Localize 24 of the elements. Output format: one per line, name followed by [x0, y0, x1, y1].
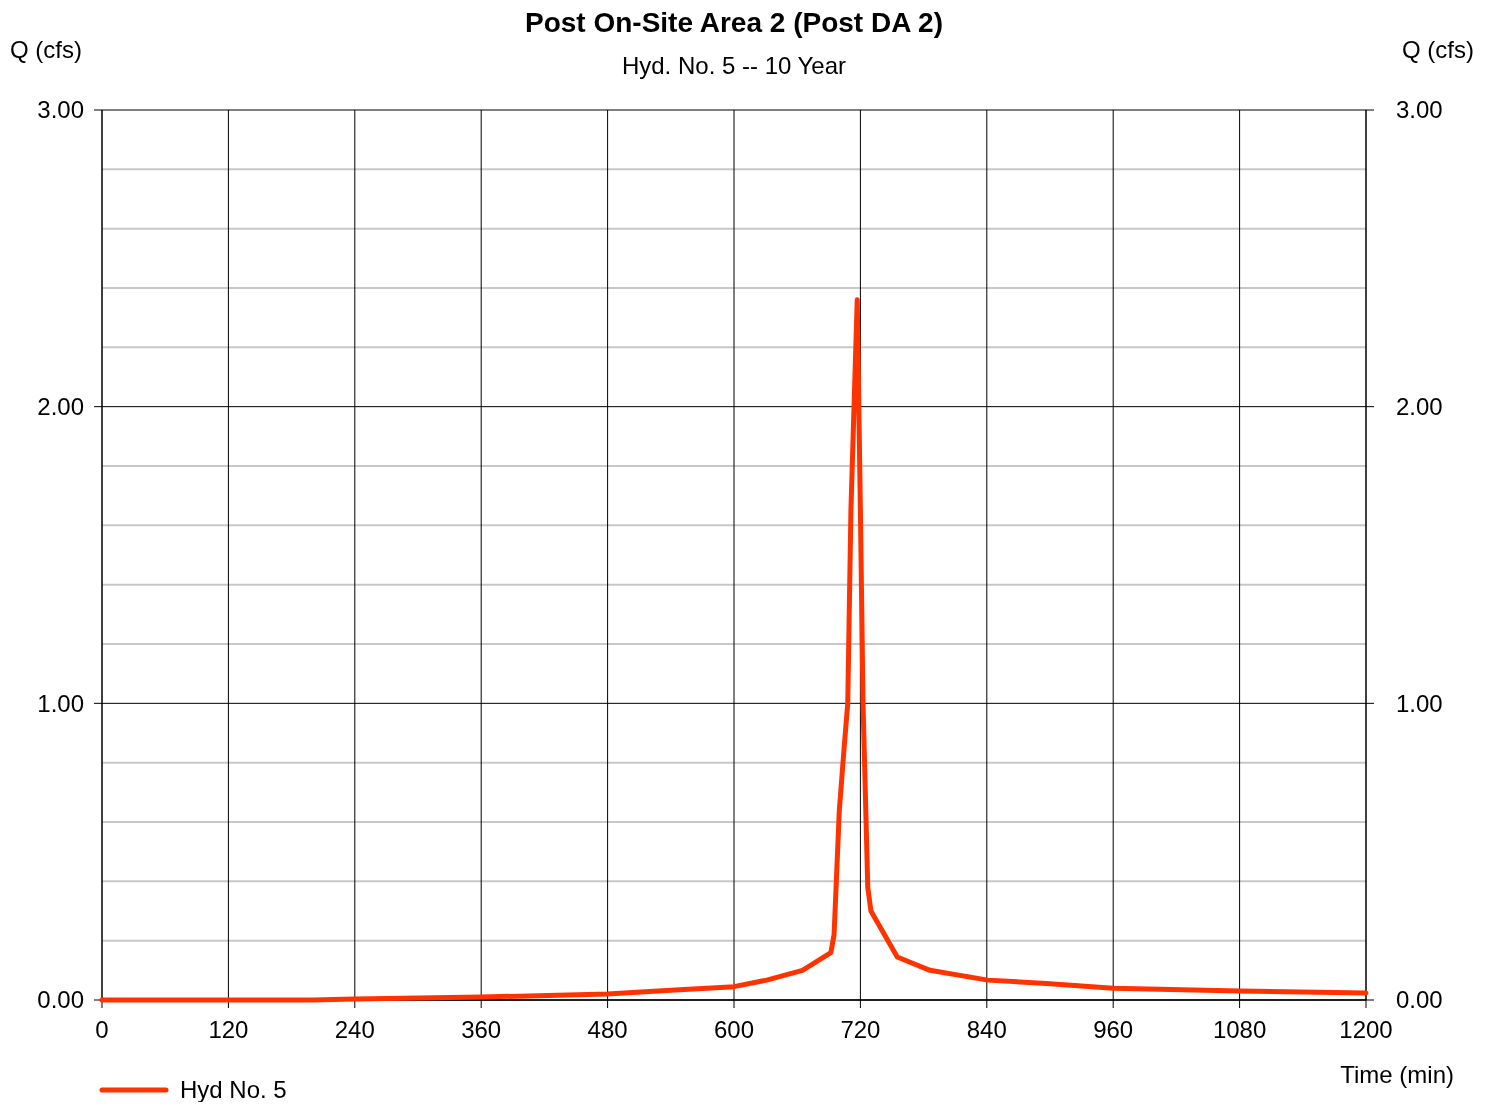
- y2-tick-label: 3.00: [1396, 96, 1443, 124]
- y-tick-label: 3.00: [37, 96, 84, 124]
- y-axis-title: Q (cfs): [10, 36, 82, 63]
- y2-tick-label: 2.00: [1396, 393, 1443, 421]
- x-tick-label: 360: [461, 1016, 502, 1043]
- x-axis-title: Time (min): [1340, 1061, 1454, 1088]
- x-tick-label: 240: [334, 1016, 375, 1043]
- x-tick-label: 960: [1093, 1016, 1134, 1043]
- y-tick-label: 1.00: [37, 689, 84, 717]
- y2-axis-title: Q (cfs): [1402, 36, 1474, 63]
- x-tick-label: 0: [95, 1016, 109, 1043]
- y2-tick-label: 0.00: [1396, 986, 1443, 1014]
- x-tick-label: 480: [587, 1016, 628, 1043]
- chart-subtitle: Hyd. No. 5 -- 10 Year: [621, 52, 847, 79]
- x-tick-label: 840: [966, 1016, 1007, 1043]
- chart-title: Post On-Site Area 2 (Post DA 2): [524, 7, 944, 38]
- y-tick-label: 2.00: [37, 393, 84, 421]
- x-tick-label: 1200: [1339, 1016, 1393, 1043]
- y2-tick-label: 1.00: [1396, 689, 1443, 717]
- x-tick-label: 600: [713, 1016, 755, 1043]
- x-tick-label: 120: [208, 1016, 249, 1043]
- x-tick-label: 720: [840, 1016, 881, 1043]
- y-tick-label: 0.00: [37, 986, 84, 1014]
- x-tick-label: 1080: [1212, 1016, 1267, 1043]
